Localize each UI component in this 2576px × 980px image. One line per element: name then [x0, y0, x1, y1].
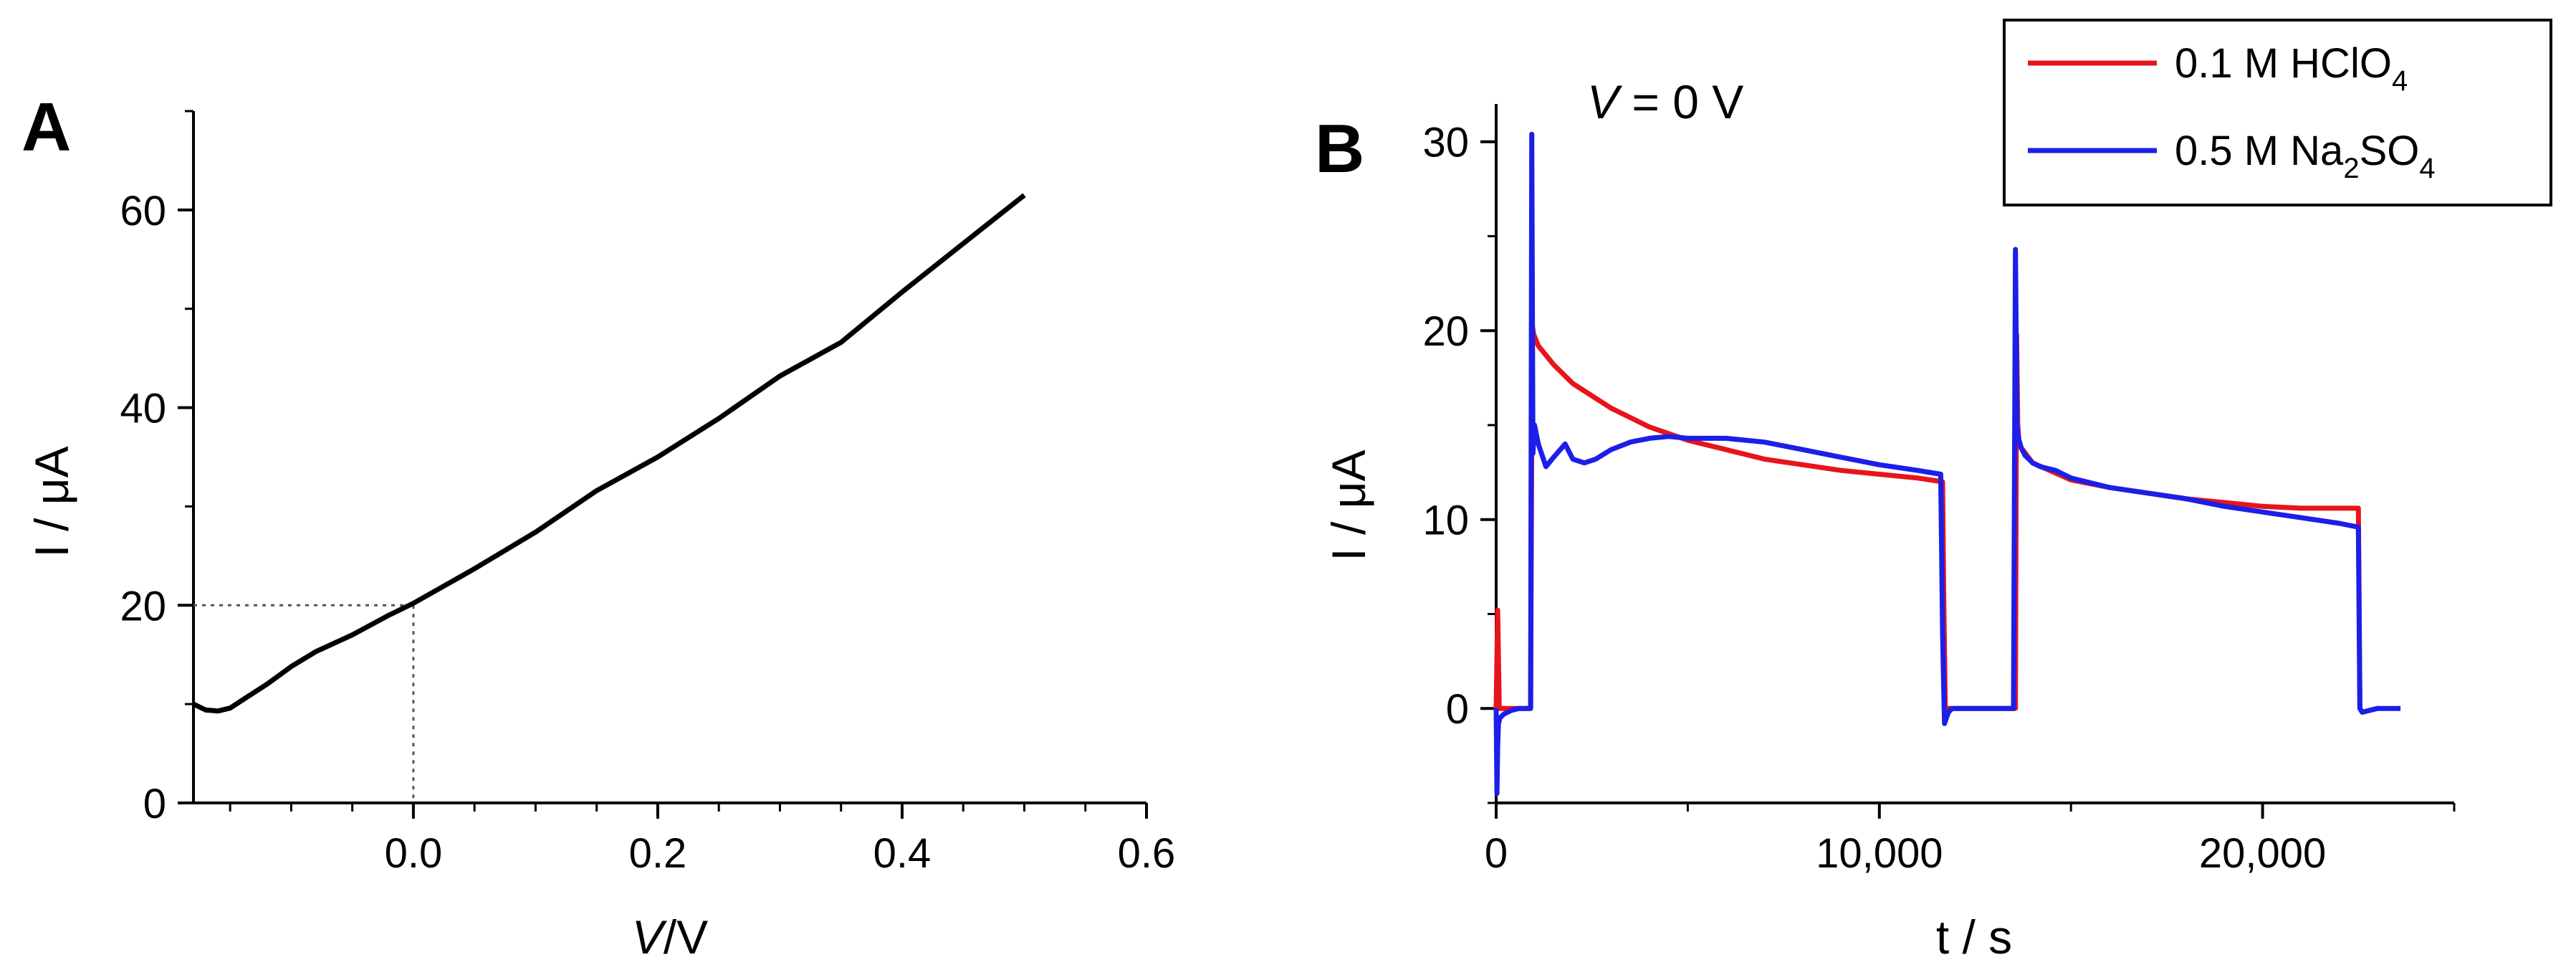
panel-a-chart: A 0.0 0.2 0.4 0.6 0 20 40 60 V/V I / μA: [21, 89, 1175, 964]
y-tick-label: 20: [120, 583, 166, 629]
x-tick-label: 0: [1485, 830, 1508, 877]
x-tick-label: 0.4: [873, 830, 932, 877]
panel-a-letter: A: [21, 89, 71, 166]
y-tick-label: 0: [1446, 686, 1469, 733]
y-tick-label: 10: [1422, 498, 1469, 544]
panel-b-legend: 0.1 M HClO4 0.5 M Na2SO4: [2003, 19, 2552, 206]
panel-b-series-na2so4-line: [1493, 131, 2401, 796]
panel-a-y-axis-label: I / μA: [25, 446, 78, 557]
x-tick-label: 10,000: [1816, 830, 1943, 877]
panel-b-y-axis-label: I / μA: [1322, 449, 1375, 561]
legend-label-hclo4: 0.1 M HClO4: [2175, 40, 2408, 97]
x-tick-label: 0.2: [629, 830, 687, 877]
legend-box: [2003, 19, 2552, 206]
panel-a-series-line: [192, 193, 1026, 714]
y-tick-label: 40: [120, 386, 166, 432]
panel-b-x-axis-label: t / s: [1936, 910, 2012, 964]
panel-b-chart: B 0 10,000 20,000 0 10 20 30 t / s I / μA V =…: [1315, 19, 2552, 964]
panel-a-x-axis-label: V/V: [632, 910, 708, 964]
y-tick-label: 30: [1422, 120, 1469, 166]
panel-b-annotation: V = 0 V: [1587, 75, 1743, 128]
y-tick-label: 60: [120, 188, 166, 234]
panel-b-letter: B: [1315, 110, 1364, 187]
panel-b-series-hclo4-line: [1493, 322, 2362, 711]
x-tick-label: 0.6: [1118, 830, 1176, 877]
x-tick-label: 0.0: [385, 830, 443, 877]
legend-label-na2so4: 0.5 M Na2SO4: [2175, 128, 2436, 184]
y-tick-label: 0: [143, 781, 166, 827]
y-tick-label: 20: [1422, 308, 1469, 355]
x-tick-label: 20,000: [2199, 830, 2326, 877]
